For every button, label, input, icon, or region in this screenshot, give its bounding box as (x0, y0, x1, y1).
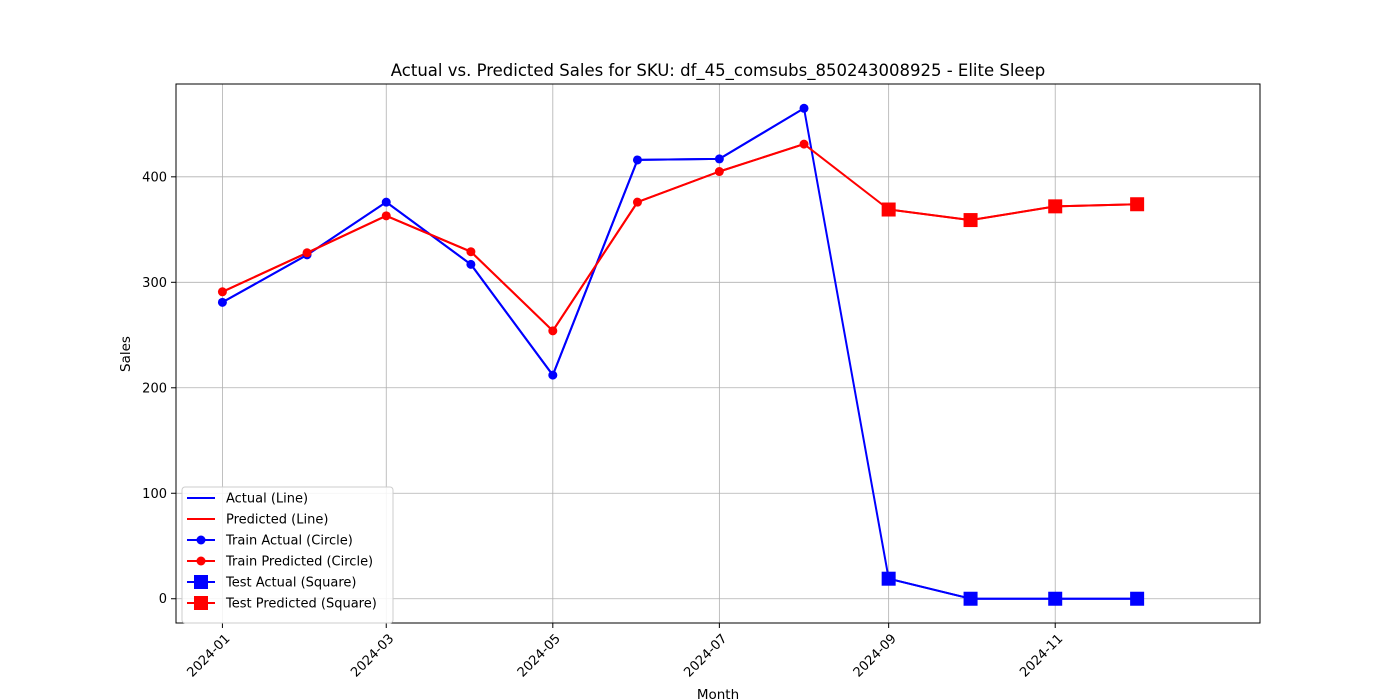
train-actual-circle-point (381, 197, 391, 207)
series-markers (217, 103, 1145, 606)
y-tick-label: 300 (142, 276, 167, 291)
train-actual-circle-point (548, 370, 558, 380)
test-predicted-square-line (887, 203, 1139, 222)
y-tick-label: 100 (142, 487, 167, 502)
legend-label-test-actual-square: Test Actual (Square) (225, 576, 357, 591)
legend-marker-train-predicted-circle (196, 556, 206, 566)
chart-title: Actual vs. Predicted Sales for SKU: df_4… (391, 61, 1045, 81)
y-tick-label: 0 (159, 592, 167, 607)
y-axis-title: Sales (118, 336, 134, 372)
plot-frame (175, 83, 1261, 624)
train-predicted-circle-point (217, 287, 227, 297)
legend-label-test-predicted-square: Test Predicted (Square) (225, 597, 377, 612)
test-actual-square-point (881, 571, 896, 586)
train-actual-circle-point (217, 297, 227, 307)
train-predicted-circle-point (548, 326, 558, 336)
train-actual-circle-point (466, 259, 476, 269)
train-actual-circle-point (714, 154, 724, 164)
test-actual-square-line (887, 577, 1139, 600)
legend-marker-train-actual-circle (196, 535, 206, 545)
test-predicted-square-point (1048, 199, 1063, 214)
train-actual-circle-point (632, 155, 642, 165)
test-predicted-square-point (1130, 197, 1145, 212)
train-predicted-circle-point (799, 139, 809, 149)
test-actual-square-point (1130, 591, 1145, 606)
legend: Actual (Line) Predicted (Line) Train Actua… (181, 486, 394, 624)
legend-box (181, 486, 394, 624)
test-actual-square-point (1048, 591, 1063, 606)
y-tick-label: 200 (142, 381, 167, 396)
train-actual-circle-point (799, 103, 809, 113)
test-predicted-square-point (881, 202, 896, 217)
legend-label-predicted-line: Predicted (Line) (226, 513, 328, 528)
legend-marker-test-actual-square (194, 575, 208, 589)
y-tick-label: 400 (142, 170, 167, 185)
train-predicted-circle-point (632, 197, 642, 207)
legend-label-train-predicted-circle: Train Predicted (Circle) (225, 555, 373, 570)
train-predicted-circle-line (221, 143, 805, 332)
test-predicted-square-point (963, 213, 978, 228)
legend-marker-test-predicted-square (194, 596, 208, 610)
legend-label-actual-line: Actual (Line) (226, 492, 308, 507)
train-predicted-circle-point (302, 248, 312, 258)
x-axis-title: Month (697, 687, 739, 700)
train-predicted-circle-point (466, 247, 476, 257)
train-predicted-circle-point (381, 211, 391, 221)
y-axis-ticks: 0 100 200 300 400 (142, 170, 176, 607)
legend-label-train-actual-circle: Train Actual (Circle) (225, 534, 353, 549)
test-actual-square-point (963, 591, 978, 606)
train-predicted-circle-point (714, 167, 724, 177)
series-lines (221, 107, 1139, 600)
